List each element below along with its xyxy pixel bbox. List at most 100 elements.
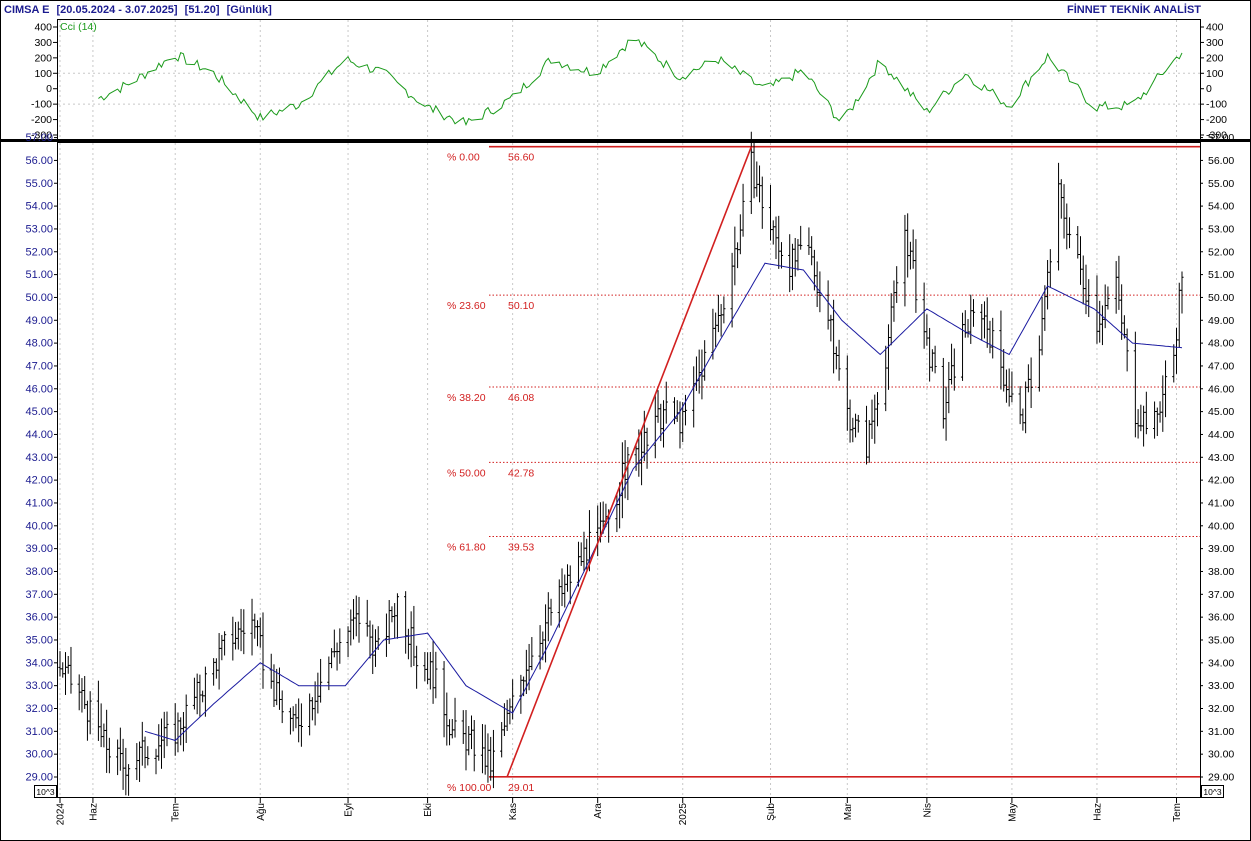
price-tick-label-left: 54.00 — [25, 201, 53, 213]
ohlc-bar — [1040, 296, 1044, 356]
fibonacci-value-label: 39.53 — [508, 542, 534, 554]
ohlc-bar — [1067, 217, 1072, 249]
ohlc-bar — [299, 703, 304, 747]
price-tick-label-right: 39.00 — [1208, 543, 1234, 555]
scale-note-left: 10^3 — [36, 787, 54, 797]
ohlc-bar — [1136, 409, 1140, 439]
ohlc-bar — [154, 748, 158, 775]
ohlc-bar — [102, 723, 106, 748]
ohlc-bar — [886, 324, 891, 390]
ohlc-bar — [645, 427, 649, 469]
ohlc-bar — [192, 677, 197, 710]
ohlc-bar — [563, 574, 567, 608]
chart-header: CIMSA E [20.05.2024 - 3.07.2025] [51.20]… — [4, 4, 272, 16]
ohlc-bar — [549, 598, 553, 626]
ohlc-bar — [799, 225, 803, 250]
ohlc-bar — [941, 357, 945, 429]
ohlc-bar — [450, 719, 454, 739]
ohlc-bar — [445, 692, 449, 746]
ohlc-bar — [1100, 305, 1105, 346]
ohlc-bar — [88, 691, 92, 735]
cci-tick-label-left: 100 — [34, 68, 52, 80]
ohlc-bar — [985, 297, 989, 348]
ohlc-bar — [1177, 282, 1181, 348]
ohlc-bar — [560, 568, 564, 607]
ohlc-bar — [505, 699, 509, 731]
x-tick-label: Tem — [1172, 803, 1183, 822]
price-tick-label-right: 53.00 — [1208, 223, 1234, 235]
price-tick-label-right: 48.00 — [1208, 338, 1234, 350]
ohlc-bar — [236, 621, 240, 650]
ohlc-bar — [925, 314, 929, 346]
price-tick-label-left: 55.00 — [25, 178, 53, 190]
ohlc-bar — [61, 662, 65, 678]
ohlc-bar — [1078, 236, 1083, 285]
ohlc-bar — [653, 395, 657, 459]
ohlc-bar — [1026, 364, 1030, 393]
ohlc-bar — [714, 312, 718, 348]
price-tick-label-left: 30.00 — [25, 749, 53, 761]
x-tick-label: Eki — [423, 803, 434, 817]
ohlc-bar — [1062, 184, 1066, 239]
ohlc-bar — [346, 626, 350, 658]
price-tick-label-right: 46.00 — [1208, 383, 1234, 395]
ohlc-bar — [486, 733, 490, 783]
ohlc-bar — [864, 405, 869, 465]
ohlc-bar — [853, 413, 858, 438]
ohlc-bar — [294, 703, 298, 729]
ohlc-bar — [250, 598, 254, 656]
price-tick-label-left: 50.00 — [25, 292, 53, 304]
price-tick-label-left: 42.00 — [25, 475, 53, 487]
ohlc-bar — [779, 242, 784, 269]
cci-y-axis-left: 400 300 200 100 0 -100 -200 -300 — [31, 22, 57, 142]
ohlc-bar — [1007, 368, 1011, 407]
ohlc-bar — [982, 301, 987, 339]
ohlc-bar — [730, 252, 734, 328]
ohlc-bar — [242, 609, 246, 655]
ohlc-bar — [329, 648, 334, 669]
ohlc-bar — [692, 366, 696, 428]
ohlc-bar — [107, 737, 111, 774]
cci-tick-label-right: 0 — [1206, 83, 1212, 95]
ohlc-bar — [195, 673, 199, 715]
ohlc-bar — [1103, 284, 1107, 329]
ohlc-bar — [752, 139, 756, 199]
ohlc-bar — [738, 214, 742, 255]
cci-tick-label-left: -100 — [31, 99, 52, 111]
price-tick-label-right: 45.00 — [1208, 406, 1234, 418]
ohlc-bar — [1076, 226, 1080, 259]
ohlc-bar — [1024, 381, 1028, 434]
ohlc-bar — [837, 339, 841, 381]
ohlc-bar — [774, 216, 778, 260]
price-tick-label-right: 54.00 — [1208, 201, 1234, 213]
ohlc-bar — [434, 651, 438, 699]
ohlc-bar — [735, 242, 740, 269]
ohlc-bar — [500, 722, 504, 758]
ohlc-bar — [873, 394, 877, 444]
price-tick-label-right: 55.00 — [1208, 178, 1234, 190]
cci-grid — [58, 20, 1200, 139]
price-tick-label-right: 35.00 — [1208, 634, 1234, 646]
ohlc-bar — [664, 381, 668, 424]
price-tick-label-right: 31.00 — [1208, 726, 1234, 738]
ohlc-bar — [231, 616, 235, 661]
ohlc-bar — [1163, 360, 1168, 418]
ohlc-bar — [261, 612, 265, 689]
ohlc-bar — [233, 621, 238, 650]
cci-tick-label-left: 0 — [46, 83, 52, 95]
ohlc-bar — [1059, 179, 1063, 219]
ohlc-bar — [914, 239, 918, 313]
cci-series-line — [98, 39, 1183, 127]
ohlc-bar — [1084, 264, 1088, 315]
ohlc-bar — [85, 700, 90, 741]
cci-panel: 400 300 200 100 0 -100 -200 -300 400 300 200 100 0 -… — [31, 19, 1227, 142]
ohlc-bar — [768, 184, 773, 241]
ohlc-bar — [960, 312, 965, 381]
x-tick-label: Kas — [508, 803, 519, 820]
ohlc-bar — [258, 617, 262, 648]
ohlc-bar — [239, 608, 243, 652]
fibonacci-value-label: 50.10 — [508, 300, 534, 312]
price-tick-label-right: 38.00 — [1208, 566, 1234, 578]
fibonacci-value-label: 29.01 — [508, 782, 534, 794]
ohlc-bar — [469, 715, 474, 750]
